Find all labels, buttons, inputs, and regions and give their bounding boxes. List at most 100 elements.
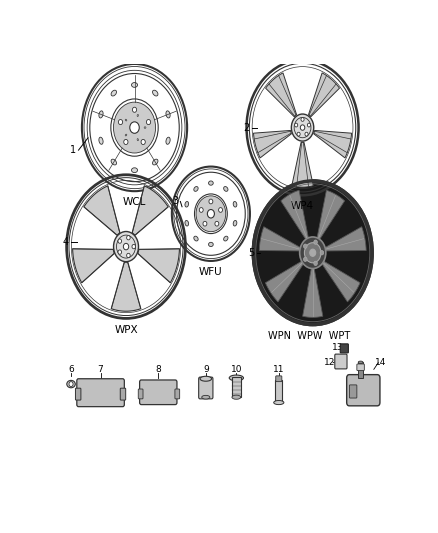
Ellipse shape xyxy=(224,187,228,191)
FancyBboxPatch shape xyxy=(276,376,282,382)
FancyBboxPatch shape xyxy=(138,389,143,399)
Ellipse shape xyxy=(99,111,103,118)
Circle shape xyxy=(304,243,321,263)
Circle shape xyxy=(304,244,307,248)
Ellipse shape xyxy=(166,111,170,118)
Ellipse shape xyxy=(144,127,146,128)
Polygon shape xyxy=(303,269,323,317)
Circle shape xyxy=(300,237,326,269)
Text: WP4: WP4 xyxy=(291,201,314,212)
Circle shape xyxy=(199,208,203,212)
Ellipse shape xyxy=(233,201,237,207)
Ellipse shape xyxy=(224,236,228,241)
Ellipse shape xyxy=(185,201,189,207)
Circle shape xyxy=(118,250,122,254)
Ellipse shape xyxy=(152,159,158,165)
FancyBboxPatch shape xyxy=(75,388,81,400)
Circle shape xyxy=(320,251,324,255)
Text: 11: 11 xyxy=(273,365,285,374)
Circle shape xyxy=(219,208,223,212)
FancyBboxPatch shape xyxy=(350,385,357,398)
Text: 10: 10 xyxy=(230,365,242,374)
Ellipse shape xyxy=(185,221,189,226)
Circle shape xyxy=(118,239,122,243)
Polygon shape xyxy=(292,142,313,187)
Circle shape xyxy=(141,140,145,144)
Circle shape xyxy=(304,257,307,262)
Circle shape xyxy=(196,196,226,232)
Ellipse shape xyxy=(99,137,103,144)
Polygon shape xyxy=(308,73,339,117)
Text: 9: 9 xyxy=(203,365,208,374)
Text: WFU: WFU xyxy=(199,267,223,277)
Text: 12: 12 xyxy=(324,358,336,367)
Polygon shape xyxy=(132,186,168,235)
Ellipse shape xyxy=(152,90,158,96)
Polygon shape xyxy=(265,73,297,117)
Circle shape xyxy=(203,221,207,226)
Circle shape xyxy=(209,199,213,204)
FancyBboxPatch shape xyxy=(346,375,380,406)
Ellipse shape xyxy=(137,139,138,141)
FancyBboxPatch shape xyxy=(335,354,347,369)
Circle shape xyxy=(130,122,139,133)
Circle shape xyxy=(127,253,130,257)
Ellipse shape xyxy=(194,236,198,241)
Text: 7: 7 xyxy=(98,365,103,374)
FancyBboxPatch shape xyxy=(120,388,126,400)
Circle shape xyxy=(69,382,73,386)
Circle shape xyxy=(113,102,155,153)
Circle shape xyxy=(297,132,300,136)
Circle shape xyxy=(132,107,137,112)
Circle shape xyxy=(215,221,219,226)
FancyBboxPatch shape xyxy=(199,377,213,399)
Text: 13: 13 xyxy=(332,343,344,352)
Circle shape xyxy=(146,119,151,125)
Circle shape xyxy=(291,114,314,141)
Text: 8: 8 xyxy=(155,365,161,374)
Ellipse shape xyxy=(202,395,210,399)
Text: WPN  WPW  WPT: WPN WPW WPT xyxy=(268,330,350,341)
Ellipse shape xyxy=(166,137,170,144)
Ellipse shape xyxy=(67,381,75,388)
Text: 14: 14 xyxy=(375,358,386,367)
Ellipse shape xyxy=(200,376,212,381)
Polygon shape xyxy=(265,261,304,302)
Circle shape xyxy=(295,123,298,127)
Polygon shape xyxy=(325,227,366,251)
Text: 6: 6 xyxy=(68,365,74,374)
Text: WCL: WCL xyxy=(123,197,146,207)
Text: 1: 1 xyxy=(71,145,77,155)
Circle shape xyxy=(307,123,311,127)
Circle shape xyxy=(310,249,316,256)
Circle shape xyxy=(127,236,130,240)
Polygon shape xyxy=(138,249,180,283)
Polygon shape xyxy=(254,131,291,158)
Ellipse shape xyxy=(125,119,127,121)
Ellipse shape xyxy=(125,134,127,136)
Circle shape xyxy=(300,125,305,130)
FancyBboxPatch shape xyxy=(175,389,180,399)
FancyBboxPatch shape xyxy=(340,344,348,353)
FancyBboxPatch shape xyxy=(357,364,364,370)
Circle shape xyxy=(132,245,135,249)
Text: 2: 2 xyxy=(244,123,250,133)
Circle shape xyxy=(301,118,304,122)
FancyBboxPatch shape xyxy=(140,380,177,405)
Ellipse shape xyxy=(137,115,138,117)
Circle shape xyxy=(118,119,123,125)
Circle shape xyxy=(207,209,215,218)
Text: 5: 5 xyxy=(248,248,255,258)
Polygon shape xyxy=(84,186,120,235)
Polygon shape xyxy=(259,227,300,251)
Circle shape xyxy=(253,181,372,325)
Polygon shape xyxy=(322,261,360,302)
Text: WPX: WPX xyxy=(114,325,138,335)
Polygon shape xyxy=(317,190,345,239)
Ellipse shape xyxy=(274,400,284,405)
Ellipse shape xyxy=(131,168,138,173)
Bar xyxy=(232,377,241,397)
Ellipse shape xyxy=(111,159,117,165)
Ellipse shape xyxy=(131,83,138,87)
Ellipse shape xyxy=(233,221,237,226)
